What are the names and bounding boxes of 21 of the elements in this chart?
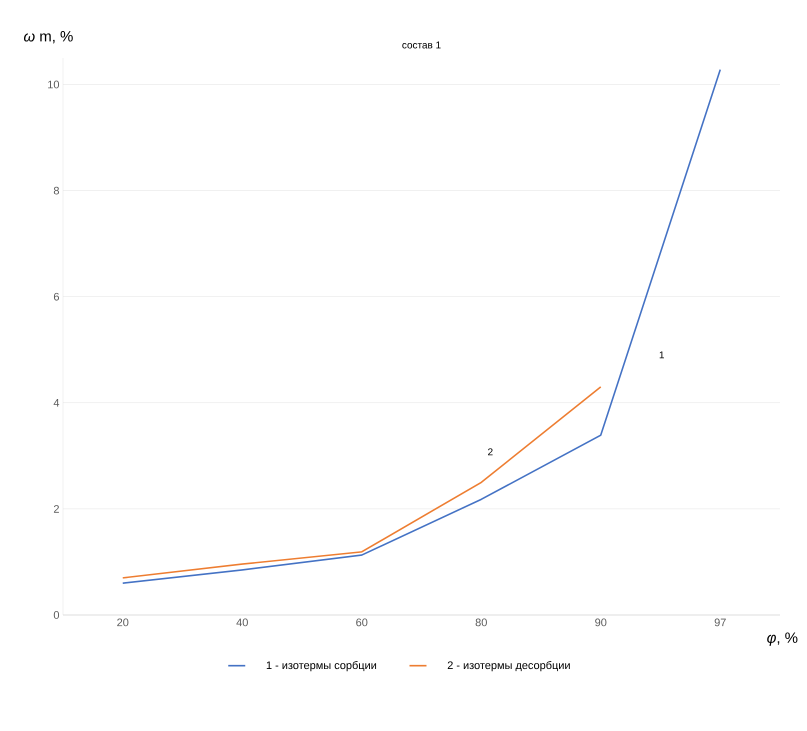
y-tick-label: 10 (48, 80, 60, 88)
y-tick-label: 8 (54, 186, 59, 194)
y-axis-title: ω m, % (24, 31, 73, 44)
annotation: 2 (488, 448, 493, 456)
x-tick-label: 97 (714, 618, 726, 626)
y-tick-label: 2 (54, 505, 59, 513)
annotation: 1 (660, 351, 664, 358)
y-tick-label: 4 (54, 399, 60, 407)
y-tick-label: 6 (54, 292, 59, 301)
x-tick-label: 40 (236, 618, 248, 626)
chart-title: состав 1 (402, 42, 441, 48)
x-tick-label: 90 (595, 618, 606, 626)
y-tick-label: 0 (54, 611, 60, 619)
legend-label: 2 - изотермы десорбции (448, 660, 570, 672)
x-tick-label: 80 (476, 618, 487, 626)
line-series (122, 68, 722, 584)
x-tick-label: 20 (117, 618, 128, 626)
x-axis-title: φ, % (767, 632, 798, 646)
legend-label: 1 - изотермы сорбции (266, 660, 376, 672)
line-series (122, 386, 602, 579)
x-tick-label: 60 (356, 618, 368, 626)
